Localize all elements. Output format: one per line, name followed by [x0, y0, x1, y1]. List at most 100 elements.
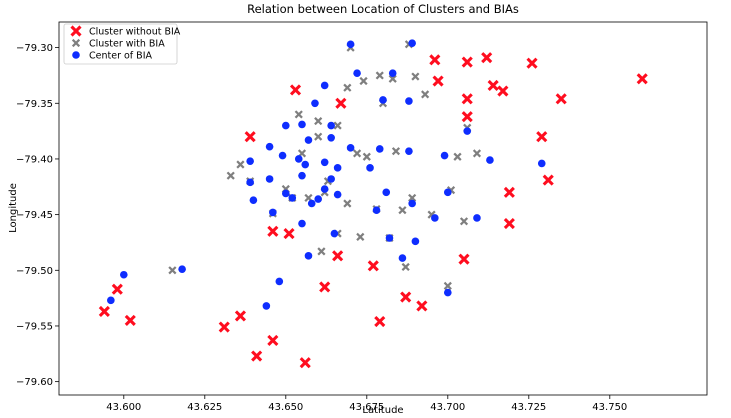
point-s3-3 [178, 265, 186, 273]
point-s1-18 [400, 291, 412, 303]
point-s3-17 [298, 171, 306, 180]
point-s3-8 [265, 142, 274, 151]
point-s3-23 [307, 199, 316, 208]
point-s2-10 [304, 193, 313, 203]
point-s3-46 [405, 147, 413, 155]
point-s3-11 [275, 277, 284, 286]
point-s2-9 [297, 149, 307, 158]
point-s3-34 [333, 190, 342, 199]
point-s1-24 [461, 111, 473, 123]
point-s2-11 [314, 132, 323, 141]
point-s2-29 [388, 74, 397, 83]
point-s1-4 [218, 321, 230, 333]
point-s2-13 [317, 247, 326, 256]
point-s3-43 [385, 234, 394, 242]
point-s3-20 [301, 160, 310, 169]
x-tick-label: 43.625 [187, 402, 222, 413]
x-axis-label: Latitude [362, 405, 403, 416]
point-s2-24 [362, 152, 371, 161]
y-tick-label: −79.50 [16, 266, 53, 277]
legend-item-2: Cluster with BIA [71, 38, 165, 50]
point-s3-16 [294, 155, 303, 163]
point-s3-13 [282, 121, 290, 130]
y-tick-label: −79.55 [16, 321, 53, 332]
point-s1-20 [429, 54, 441, 66]
point-s3-36 [346, 40, 355, 49]
y-axis-ticks: −79.30 −79.35 −79.40 −79.45 −79.50 −79.55 −79.… [16, 43, 59, 388]
point-s1-7 [267, 334, 279, 347]
point-s3-39 [372, 206, 381, 214]
legend-marker [70, 25, 82, 37]
point-s3-58 [537, 159, 546, 168]
point-s1-26 [481, 52, 493, 64]
point-s3-53 [444, 188, 452, 197]
point-s1-14 [332, 250, 344, 262]
y-axis-label: Longitude [8, 183, 19, 233]
legend-item-1: Cluster without BIA [70, 25, 181, 38]
x-tick-label: 43.750 [592, 402, 627, 413]
y-tick-label: −79.35 [16, 99, 53, 110]
point-s1-11 [289, 84, 302, 96]
point-s3-18 [298, 120, 306, 129]
point-s3-29 [327, 175, 335, 183]
point-s2-12 [314, 117, 323, 126]
legend-frame [63, 23, 178, 65]
point-s1-21 [432, 75, 444, 87]
point-s1-29 [503, 186, 515, 198]
legend-marker [71, 38, 81, 48]
point-s1-3 [124, 314, 136, 326]
point-s2-8 [294, 110, 303, 119]
series-3 [107, 39, 546, 310]
point-s2-36 [421, 90, 430, 99]
chart-title: Relation between Location of Clusters an… [247, 2, 519, 16]
point-s2-3 [236, 160, 245, 169]
point-s3-33 [333, 164, 342, 172]
point-s2-30 [391, 147, 401, 156]
point-s2-19 [343, 199, 352, 208]
point-s1-16 [367, 260, 379, 272]
point-s1-1 [98, 305, 110, 318]
point-s1-34 [555, 93, 567, 105]
series-1 [98, 52, 648, 369]
point-s2-21 [352, 149, 362, 158]
x-tick-label: 43.650 [268, 402, 303, 413]
point-s3-44 [388, 69, 397, 78]
plot-frame [58, 21, 708, 396]
point-s1-15 [335, 97, 347, 109]
x-axis-ticks: 43.600 43.625 43.650 43.675 43.700 43.725 43.7… [106, 395, 627, 413]
point-s3-2 [120, 270, 128, 279]
point-s2-38 [443, 281, 452, 290]
point-s3-55 [463, 127, 472, 135]
point-s2-22 [356, 232, 365, 241]
point-s3-1 [107, 296, 115, 305]
point-s1-13 [319, 281, 331, 293]
point-s2-34 [408, 193, 417, 203]
point-s2-26 [375, 71, 384, 80]
point-s3-45 [398, 254, 407, 262]
point-s1-35 [636, 73, 648, 85]
point-s3-12 [278, 151, 287, 160]
point-s2-35 [411, 72, 420, 81]
legend-label: Cluster with BIA [89, 39, 165, 50]
point-s3-7 [262, 302, 271, 310]
point-s2-18 [343, 83, 352, 92]
point-s1-22 [458, 253, 470, 265]
y-tick-label: −79.30 [16, 43, 53, 54]
point-s1-31 [526, 57, 538, 69]
point-s3-10 [269, 208, 277, 217]
point-s3-47 [405, 97, 413, 105]
y-tick-label: −79.45 [16, 210, 53, 221]
x-tick-label: 43.700 [430, 402, 465, 413]
point-s3-4 [246, 178, 254, 187]
point-s3-54 [444, 288, 452, 297]
point-s2-32 [401, 262, 410, 272]
point-s2-43 [472, 149, 482, 158]
point-s3-41 [379, 96, 387, 104]
point-s3-27 [320, 185, 329, 193]
point-s3-19 [298, 219, 306, 228]
plot-area [98, 39, 648, 369]
legend-marker [72, 51, 80, 59]
point-s3-51 [431, 214, 439, 222]
point-s2-41 [459, 217, 469, 226]
